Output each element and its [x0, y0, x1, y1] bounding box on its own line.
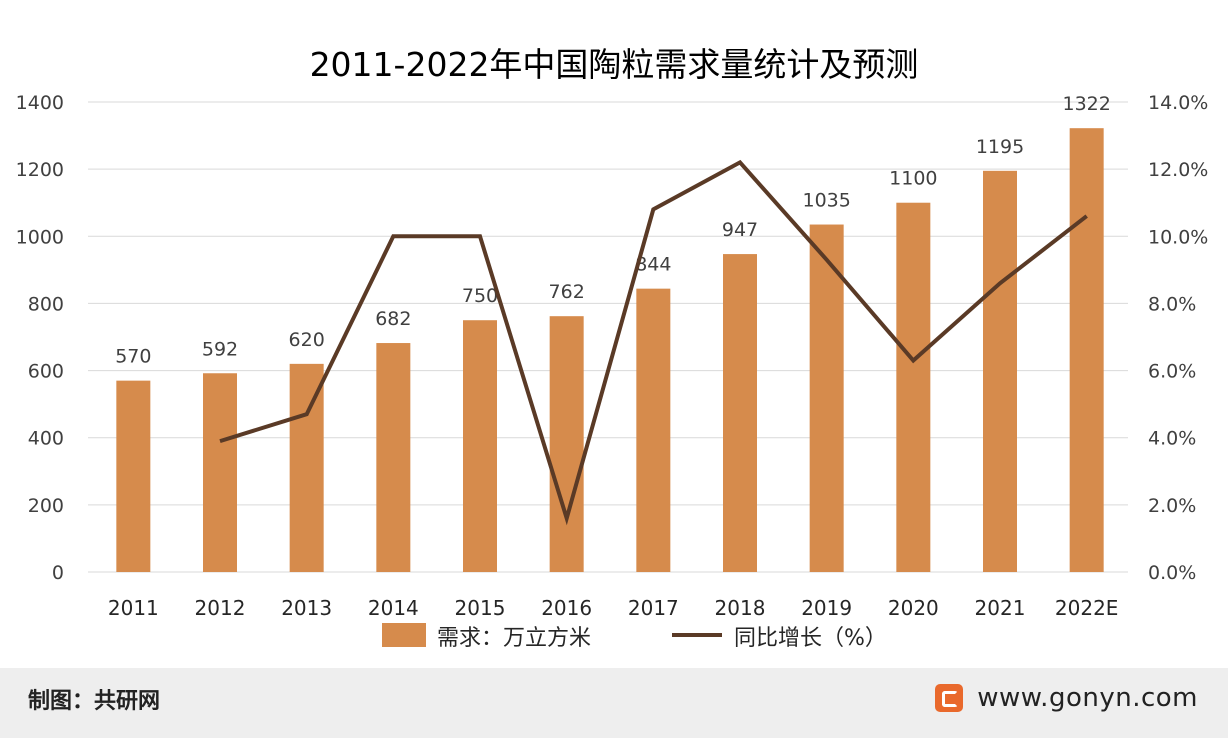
bar-series [116, 128, 1104, 573]
x-tick-label: 2018 [715, 596, 766, 620]
left-tick-label: 600 [28, 361, 64, 383]
legend-line-label: 同比增长（%） [734, 626, 887, 651]
x-tick-label: 2019 [801, 596, 852, 620]
line-series [219, 159, 1088, 526]
right-tick-label: 12.0% [1148, 159, 1208, 181]
bar [636, 288, 671, 572]
bar [376, 343, 411, 572]
x-tick-label: 2015 [455, 596, 506, 620]
right-tick-label: 8.0% [1148, 293, 1196, 315]
bar [549, 316, 584, 572]
right-tick-label: 14.0% [1148, 92, 1208, 114]
x-tick-label: 2020 [888, 596, 939, 620]
bar-data-label: 844 [635, 254, 671, 276]
left-tick-label: 200 [28, 495, 64, 517]
right-tick-label: 2.0% [1148, 495, 1196, 517]
bar [896, 202, 931, 572]
bar-data-label: 1322 [1062, 93, 1110, 115]
bar-data-label: 1100 [889, 168, 937, 190]
source-label: 制图：共研网 [28, 689, 161, 714]
right-tick-label: 10.0% [1148, 226, 1208, 248]
bar-data-label: 570 [115, 346, 151, 368]
bar-data-label: 620 [289, 329, 325, 351]
bar-data-label: 682 [375, 308, 411, 330]
bar-data-label: 947 [722, 219, 758, 241]
x-tick-label: 2012 [195, 596, 246, 620]
bar [723, 254, 757, 573]
bar-data-labels: 570 592 620 682 750 762 844 947 1035 1100 1195 1322 [115, 93, 1111, 367]
bar-data-label: 762 [549, 281, 585, 303]
gridlines [88, 101, 1128, 573]
x-tick-label: 2022E [1055, 596, 1119, 620]
brand: www.gonyn.com [935, 680, 1198, 716]
right-tick-label: 4.0% [1148, 428, 1196, 450]
bar-data-label: 592 [202, 338, 238, 360]
left-axis: 0 200 400 600 800 1000 1200 1400 [16, 92, 64, 584]
footer: 制图：共研网 www.gonyn.com [0, 668, 1228, 738]
brand-logo-icon [935, 684, 964, 712]
right-tick-label: 6.0% [1148, 361, 1196, 383]
brand-url[interactable]: www.gonyn.com [977, 683, 1198, 713]
left-tick-label: 1200 [16, 159, 64, 181]
x-tick-label: 2017 [628, 596, 679, 620]
bar [983, 170, 1017, 573]
legend: 需求：万立方米 同比增长（%） [382, 623, 887, 651]
bar [809, 224, 844, 573]
left-tick-label: 0 [52, 562, 64, 584]
bar [203, 373, 237, 572]
bar [463, 320, 497, 572]
bar-data-label: 1195 [976, 136, 1024, 158]
legend-bar-swatch [382, 623, 426, 647]
x-tick-label: 2014 [368, 596, 419, 620]
left-tick-label: 1400 [16, 92, 64, 114]
legend-bar-label: 需求：万立方米 [437, 626, 591, 651]
chart: 2011-2022年中国陶粒需求量统计及预测 0 200 400 600 800 1000… [16, 45, 1209, 651]
x-tick-label: 2011 [108, 596, 159, 620]
left-tick-label: 1000 [16, 226, 64, 248]
x-tick-label: 2021 [975, 596, 1026, 620]
bar-data-label: 1035 [802, 190, 850, 212]
bar [1069, 128, 1104, 572]
chart-title: 2011-2022年中国陶粒需求量统计及预测 [310, 45, 919, 84]
left-tick-label: 800 [28, 293, 64, 315]
x-axis: 2011 2012 2013 2014 2015 2016 2017 2018 2019 2020… [108, 596, 1119, 620]
x-tick-label: 2013 [281, 596, 332, 620]
right-axis: 0.0% 2.0% 4.0% 6.0% 8.0% 10.0% 12.0% 14.0% [1148, 92, 1208, 584]
bar [116, 380, 151, 572]
right-tick-label: 0.0% [1148, 562, 1196, 584]
bar-data-label: 750 [462, 285, 498, 307]
x-tick-label: 2016 [541, 596, 592, 620]
bar [289, 363, 324, 572]
left-tick-label: 400 [28, 428, 64, 450]
